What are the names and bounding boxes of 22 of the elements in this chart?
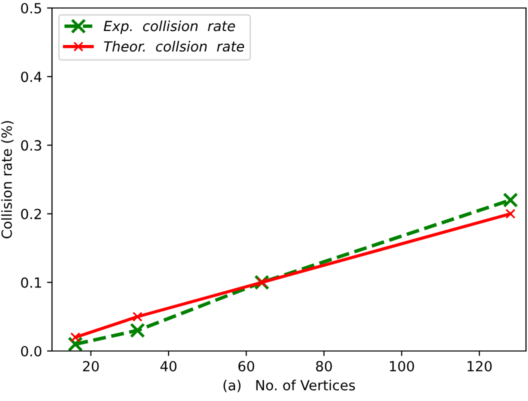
x-tick-label: 40 [160, 360, 176, 372]
point [70, 332, 80, 342]
y-tick-label: 0.0 [21, 346, 42, 356]
x-tick-label: 20 [83, 360, 99, 372]
x-tick-label: 60 [238, 360, 254, 372]
x-tick-label: 80 [316, 360, 332, 372]
legend-label: Theor. collsion rate [104, 40, 244, 52]
point [505, 208, 516, 219]
x-tick-label: 120 [468, 360, 492, 372]
legend-label: Exp. collision rate [104, 20, 235, 34]
y-tick-label: 0.5 [21, 2, 42, 14]
point [132, 312, 142, 322]
x-tick-label: 100 [390, 360, 414, 372]
point [502, 192, 518, 208]
point [130, 322, 146, 338]
y-tick-label: 0.3 [21, 140, 42, 151]
y-tick-label: 0.2 [21, 208, 41, 220]
point [256, 277, 267, 288]
y-axis-title: Collision rate (%) [1, 121, 14, 238]
y-tick-label: 0.4 [21, 72, 42, 82]
x-axis-title: (a) No. of Vertices [224, 380, 355, 392]
y-tick-label: 0.1 [21, 277, 41, 288]
